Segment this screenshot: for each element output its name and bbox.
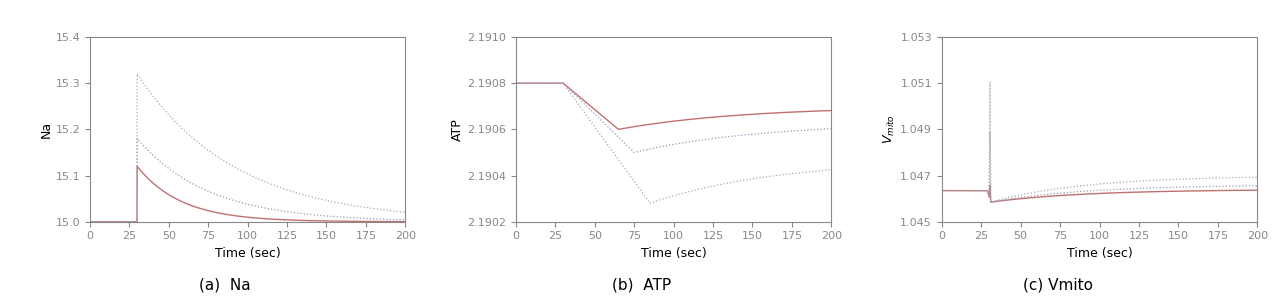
X-axis label: Time (sec): Time (sec)	[214, 247, 281, 260]
Y-axis label: Na: Na	[40, 121, 53, 138]
Text: (a)  Na: (a) Na	[199, 278, 250, 293]
X-axis label: Time (sec): Time (sec)	[1066, 247, 1133, 260]
Text: (c) Vmito: (c) Vmito	[1024, 278, 1093, 293]
Y-axis label: $V_{mito}$: $V_{mito}$	[883, 114, 897, 144]
X-axis label: Time (sec): Time (sec)	[640, 247, 707, 260]
Text: (b)  ATP: (b) ATP	[612, 278, 671, 293]
Y-axis label: ATP: ATP	[452, 118, 464, 141]
